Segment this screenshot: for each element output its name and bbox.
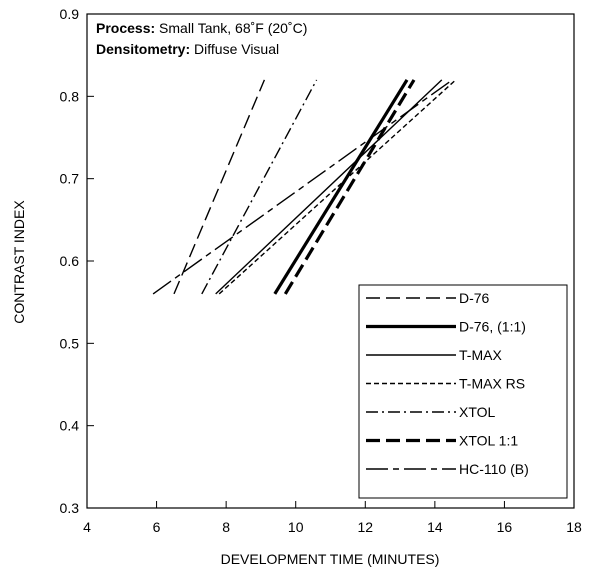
process-label: Process: (96, 20, 155, 36)
y-tick-label: 0.3 (60, 500, 80, 516)
legend-label: D-76 (459, 290, 490, 306)
x-tick-label: 18 (566, 519, 582, 535)
legend: D-76 D-76, (1:1) T-MAX T-MAX RS XTOL XTOL 1:1… (358, 284, 568, 499)
legend-box (358, 284, 568, 499)
x-tick-label: 12 (357, 519, 373, 535)
series-line-3 (215, 79, 443, 295)
y-tick-label: 0.4 (60, 418, 80, 434)
series-line-6 (283, 79, 416, 295)
axis-ticks: 4 6 8 10 12 14 16 18 0.3 0.4 0.5 0.6 0.7 0.8 0.9 (60, 6, 582, 535)
x-tick-label: 4 (83, 519, 91, 535)
legend-label: T-MAX RS (459, 376, 525, 392)
series-line-4 (218, 79, 457, 295)
y-tick-label: 0.9 (60, 6, 80, 22)
legend-label: T-MAX (459, 347, 502, 363)
densitometry-annotation: Densitometry: Diffuse Visual (96, 41, 279, 57)
x-tick-label: 8 (222, 519, 230, 535)
series-lines (152, 79, 457, 295)
x-tick-label: 14 (427, 519, 443, 535)
series-line-5 (201, 79, 318, 295)
process-annotation: Process: Small Tank, 68˚F (20˚C) (96, 20, 307, 36)
process-value: Small Tank, 68˚F (20˚C) (155, 20, 307, 36)
x-tick-label: 6 (153, 519, 161, 535)
x-tick-label: 16 (497, 519, 513, 535)
y-axis-label: CONTRAST INDEX (11, 200, 27, 324)
series-line-7 (152, 79, 453, 295)
x-axis-label: DEVELOPMENT TIME (MINUTES) (221, 551, 440, 567)
densitometry-label: Densitometry: (96, 41, 190, 57)
legend-label: XTOL 1:1 (459, 433, 518, 449)
y-tick-label: 0.6 (60, 253, 80, 269)
legend-label: HC-110 (B) (459, 461, 529, 477)
legend-label: D-76, (1:1) (459, 319, 526, 335)
y-tick-label: 0.5 (60, 335, 80, 351)
densitometry-value: Diffuse Visual (190, 41, 279, 57)
y-tick-label: 0.8 (60, 88, 80, 104)
legend-label: XTOL (459, 404, 496, 420)
x-tick-label: 10 (288, 519, 304, 535)
series-line-1 (173, 79, 266, 295)
series-line-2 (273, 79, 409, 295)
y-tick-label: 0.7 (60, 171, 80, 187)
